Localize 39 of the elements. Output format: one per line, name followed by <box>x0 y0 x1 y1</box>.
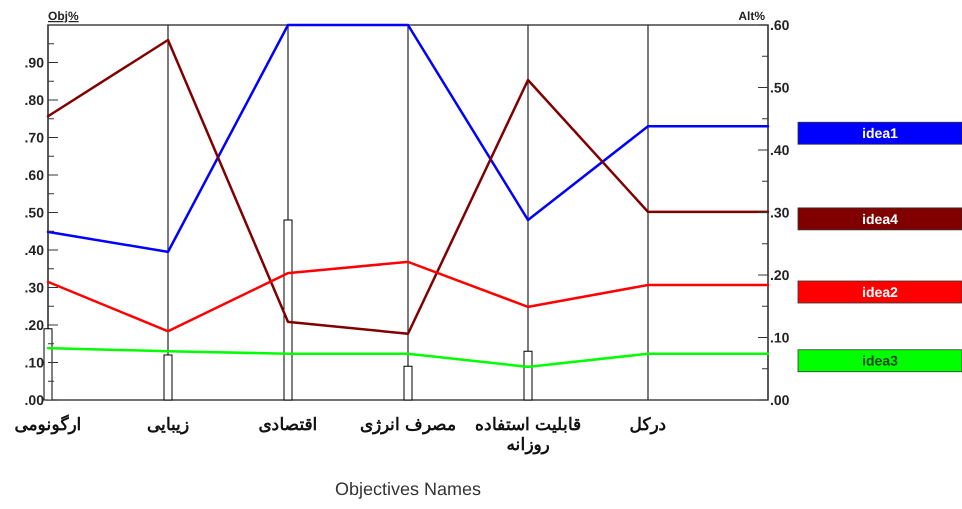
line-series <box>46 260 770 332</box>
y2-tick-label: .60 <box>770 16 790 33</box>
y-tick-label: .60 <box>24 166 44 183</box>
bar <box>284 220 292 400</box>
x-tick-label: درکل <box>630 415 666 435</box>
bar <box>164 354 172 400</box>
y2-tick-label: .20 <box>770 266 790 283</box>
y-tick-label: .50 <box>24 204 44 220</box>
x-tick-label: قابلیت استفاده روزانه <box>475 415 581 455</box>
text: idea2 <box>862 284 898 300</box>
y2-tick-label: .10 <box>770 329 790 346</box>
bar <box>44 328 52 400</box>
x-tick-label: ارگونومی <box>14 414 82 435</box>
y2-tick-label: .30 <box>770 204 790 220</box>
x-tick-label: اقتصادی <box>258 415 318 434</box>
text: idea4 <box>862 210 898 227</box>
y-tick-label: .10 <box>24 354 44 370</box>
y2-tick-label: .40 <box>770 142 790 158</box>
y2-axis-title: Alt% <box>738 9 766 23</box>
text: idea3 <box>862 352 898 369</box>
y-tick-label: .40 <box>24 242 44 258</box>
x-axis-title: Objectives Names <box>334 479 482 499</box>
bar <box>404 366 412 400</box>
line-series <box>46 24 770 254</box>
line-series <box>46 346 770 368</box>
bar <box>524 350 532 400</box>
y-tick-label: .70 <box>24 129 44 146</box>
x-tick-label: زیبایی <box>147 415 189 435</box>
line-series <box>46 38 770 335</box>
x-tick-label: مصرف انرژی <box>360 415 456 435</box>
y2-tick-label: .00 <box>770 392 790 408</box>
y-tick-label: .00 <box>24 392 44 408</box>
y-tick-label: .80 <box>24 92 44 108</box>
y-axis-title: Obj% <box>48 9 79 23</box>
y-tick-label: .90 <box>24 54 44 70</box>
y2-tick-label: .50 <box>770 79 790 96</box>
text: idea1 <box>862 125 898 142</box>
y-tick-label: .30 <box>24 279 44 296</box>
y-tick-label: .20 <box>24 316 44 333</box>
